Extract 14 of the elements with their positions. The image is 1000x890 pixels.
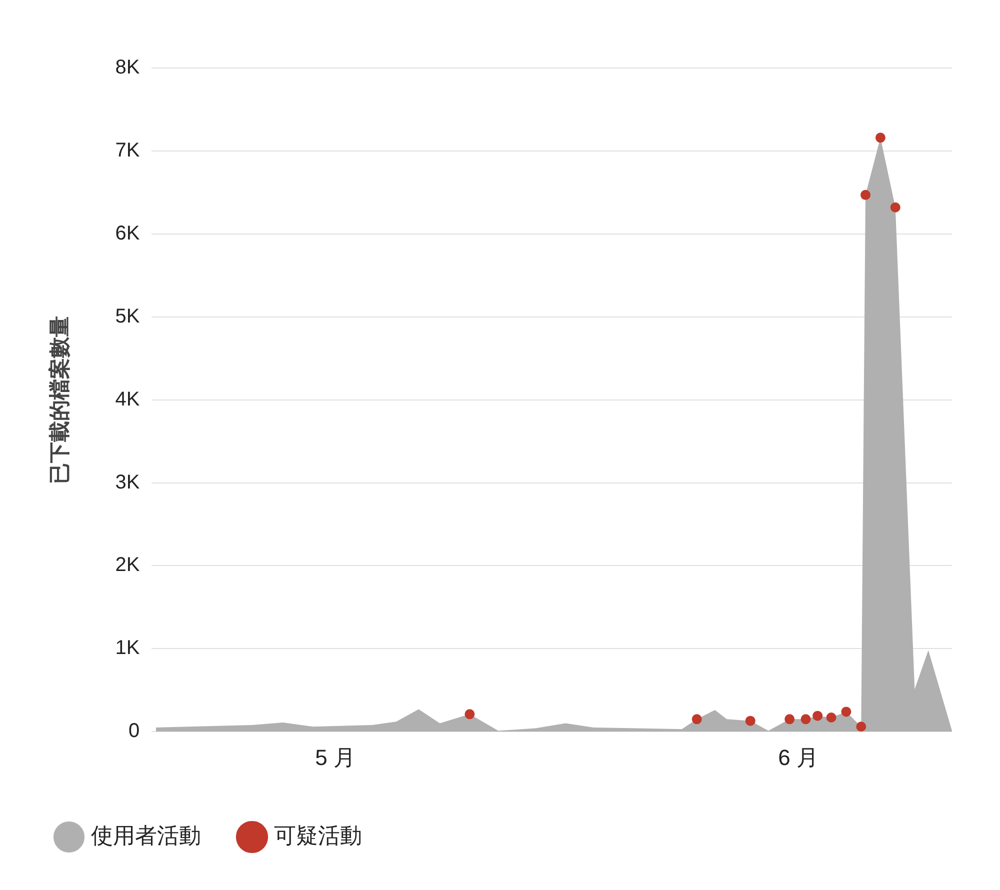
legend-label: 使用者活動 (91, 823, 201, 848)
y-tick-label: 6K (115, 222, 140, 244)
x-tick-label: 5 月 (315, 744, 356, 770)
x-tick-label: 6 月 (778, 744, 818, 770)
y-axis-title: 已下載的檔案數量 (47, 316, 72, 484)
y-tick-label: 2K (115, 554, 140, 576)
y-tick-label: 0 (128, 720, 140, 742)
y-tick-label: 7K (115, 139, 140, 162)
y-tick-label: 3K (115, 471, 140, 494)
y-tick-label: 8K (115, 56, 140, 79)
legend-label: 可疑活動 (274, 823, 362, 848)
y-tick-label: 1K (115, 637, 140, 660)
y-tick-label: 5K (115, 305, 140, 328)
y-tick-label: 4K (115, 388, 140, 410)
